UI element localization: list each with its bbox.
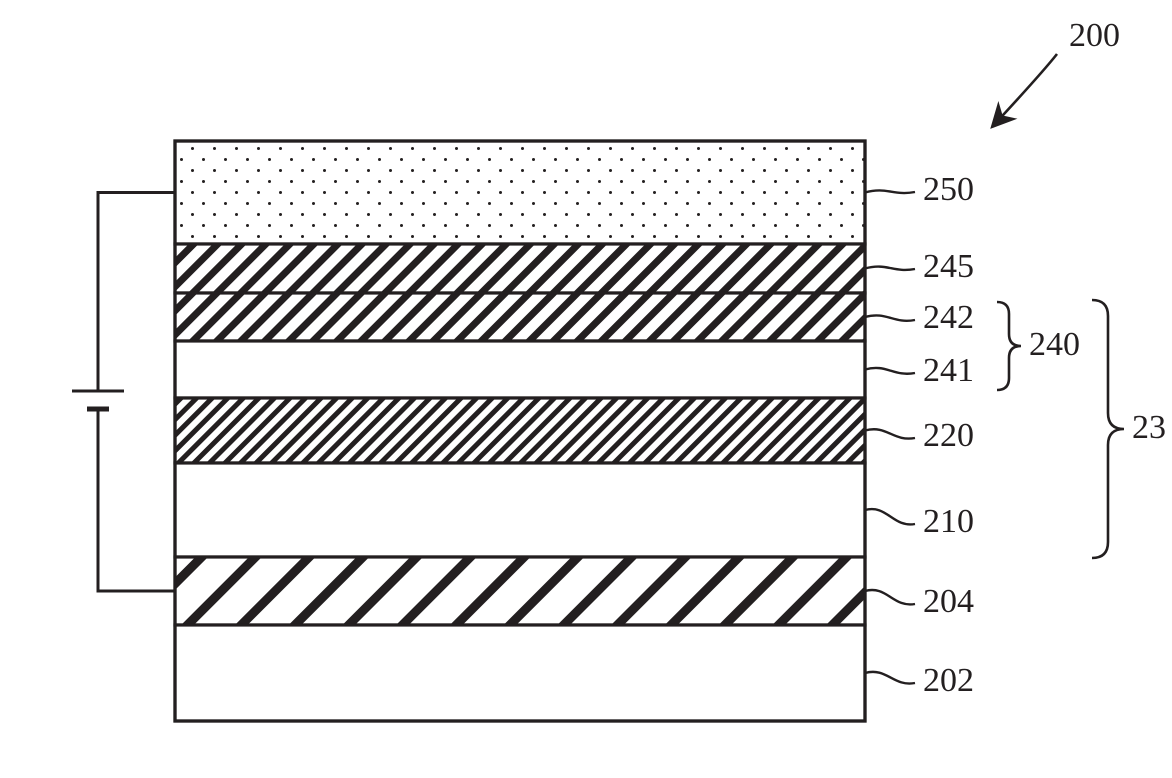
layer-210: [175, 463, 865, 557]
layer-241: [175, 341, 865, 398]
layer-242: [175, 293, 865, 341]
leader-241: [865, 368, 915, 374]
bracket-240: [997, 302, 1021, 390]
leader-210: [865, 509, 915, 524]
group-label-23: 23: [1132, 409, 1166, 446]
label-242: 242: [923, 299, 974, 336]
device-ref-arrow: [992, 54, 1057, 127]
leader-220: [865, 429, 915, 438]
label-245: 245: [923, 248, 974, 285]
layer-250: [175, 141, 865, 244]
leader-245: [865, 267, 915, 270]
label-204: 204: [923, 583, 974, 620]
leader-242: [865, 315, 915, 320]
label-220: 220: [923, 417, 974, 454]
label-241: 241: [923, 352, 974, 389]
layer-stack-diagram: 250 245 242 241 220 210 204 202 240 23 200: [0, 0, 1172, 778]
label-250: 250: [923, 171, 974, 208]
label-202: 202: [923, 662, 974, 699]
leader-250: [865, 190, 915, 193]
leader-204: [865, 590, 915, 604]
layer-204: [175, 557, 865, 625]
group-label-240: 240: [1029, 326, 1080, 363]
bracket-23: [1092, 300, 1124, 558]
layer-202: [175, 625, 865, 721]
label-210: 210: [923, 503, 974, 540]
device-ref-label: 200: [1069, 17, 1120, 54]
leader-202: [865, 672, 915, 684]
layer-245: [175, 244, 865, 293]
layer-220: [175, 398, 865, 463]
